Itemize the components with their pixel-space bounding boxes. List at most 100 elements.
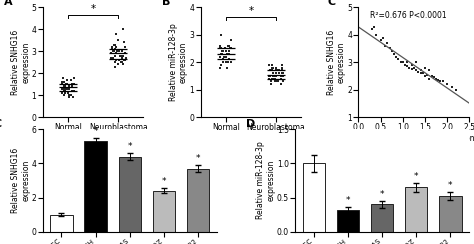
Point <box>278 71 286 75</box>
Point <box>426 77 433 81</box>
Point <box>386 47 393 51</box>
Point <box>109 49 117 53</box>
Text: *: * <box>128 142 132 151</box>
Point <box>403 64 411 68</box>
Point <box>220 55 228 59</box>
Point <box>219 49 227 53</box>
Point <box>60 80 67 84</box>
Bar <box>439 196 462 232</box>
Point <box>417 71 424 75</box>
Point <box>62 87 70 91</box>
Point <box>273 69 280 72</box>
Bar <box>118 157 141 232</box>
Point <box>415 70 422 74</box>
Point <box>121 58 128 62</box>
Bar <box>371 204 393 232</box>
Point <box>403 60 411 64</box>
Text: *: * <box>380 190 384 199</box>
Point <box>64 78 71 82</box>
Point <box>65 84 73 88</box>
Point <box>118 54 125 58</box>
Point <box>272 74 280 78</box>
Point <box>121 45 129 49</box>
Point <box>275 71 283 75</box>
Point <box>225 52 233 56</box>
Point <box>218 33 225 37</box>
Point <box>216 66 223 70</box>
Text: B: B <box>162 0 171 7</box>
Point <box>373 33 380 37</box>
Point <box>273 69 281 72</box>
Point <box>110 43 118 47</box>
Point <box>111 43 119 47</box>
Point <box>265 77 273 81</box>
Point <box>68 89 76 93</box>
Point <box>227 60 234 64</box>
Point <box>226 58 233 61</box>
Point <box>122 56 129 60</box>
Point <box>222 60 229 64</box>
Point <box>381 44 389 48</box>
Y-axis label: Relative SNHG16
expression: Relative SNHG16 expression <box>11 148 30 213</box>
Point <box>111 54 119 58</box>
Point <box>69 95 76 99</box>
Point <box>225 44 233 48</box>
Point <box>64 87 72 91</box>
Point <box>228 38 235 42</box>
Point <box>277 82 285 86</box>
Point <box>65 84 73 88</box>
Point <box>60 93 68 97</box>
Point <box>222 55 230 59</box>
Point <box>266 69 274 72</box>
Point <box>268 77 276 81</box>
Point <box>412 60 420 64</box>
Point <box>430 75 438 79</box>
Point <box>117 54 125 58</box>
Text: *: * <box>248 6 254 16</box>
Point <box>64 91 72 95</box>
Point <box>390 52 398 56</box>
Point <box>217 47 225 51</box>
Point <box>271 80 279 83</box>
Point <box>108 47 116 51</box>
Point <box>58 87 65 91</box>
Point <box>65 93 73 97</box>
Point <box>118 60 126 64</box>
Bar <box>153 191 175 232</box>
Point <box>448 85 456 89</box>
Text: *: * <box>162 177 166 186</box>
Point <box>119 54 127 58</box>
Bar <box>187 169 209 232</box>
Point <box>397 60 404 64</box>
Point <box>268 66 276 70</box>
Point <box>421 66 429 70</box>
Point <box>266 74 274 78</box>
Point <box>221 55 228 59</box>
Point <box>408 63 415 67</box>
Point <box>273 71 280 75</box>
Point <box>118 49 126 53</box>
Point <box>68 84 76 88</box>
X-axis label: Relative miR-128-3p expression: Relative miR-128-3p expression <box>353 134 474 143</box>
Point <box>370 25 378 29</box>
Point <box>61 84 69 88</box>
Point <box>279 71 287 75</box>
Text: C: C <box>328 0 336 7</box>
Point <box>60 80 67 84</box>
Text: A: A <box>4 0 13 7</box>
Point <box>115 62 122 66</box>
Point <box>112 32 120 36</box>
Point <box>273 80 280 83</box>
Point <box>267 80 275 83</box>
Point <box>388 49 395 53</box>
Point <box>120 41 128 44</box>
Text: *: * <box>196 154 200 163</box>
Point <box>58 91 66 95</box>
Point <box>221 47 228 51</box>
Point <box>270 74 278 78</box>
Point <box>70 76 78 80</box>
Y-axis label: Relative SNHG16
expression: Relative SNHG16 expression <box>327 30 346 95</box>
Text: *: * <box>414 172 419 181</box>
Point <box>268 63 276 67</box>
Point <box>59 80 67 84</box>
